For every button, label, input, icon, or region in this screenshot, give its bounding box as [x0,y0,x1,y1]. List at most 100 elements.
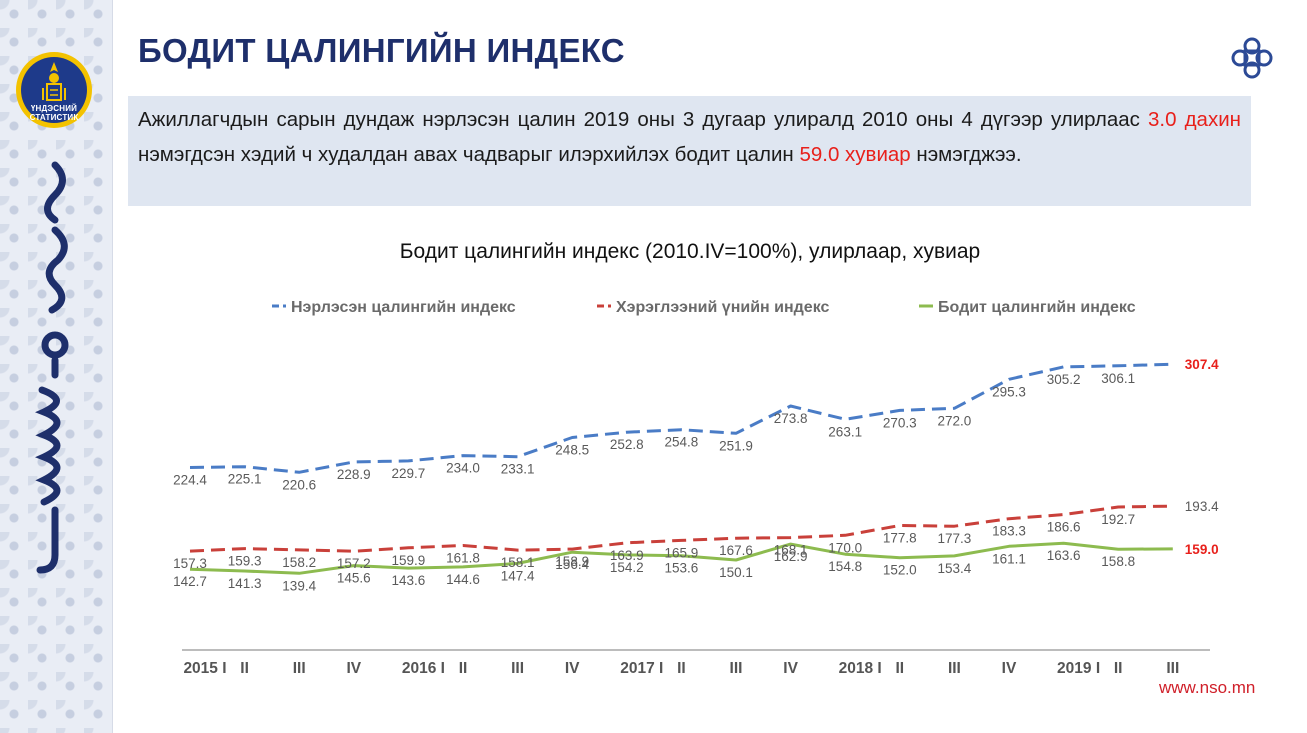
x-tick-label-18: III [1166,660,1179,677]
legend-label-0: Нэрлэсэн цалингийн индекс [291,299,516,316]
x-tick-label-17: II [1114,660,1123,677]
data-label-s2-0: 142.7 [173,574,207,589]
x-tick-label-10: III [730,660,743,677]
data-label-s0-4: 229.7 [392,466,426,481]
data-label-s2-8: 154.2 [610,560,644,575]
summary-highlight-1: 3.0 дахин [1147,108,1241,131]
data-label-s1-10: 167.6 [719,543,753,558]
data-label-s1-13: 177.8 [883,531,917,546]
logo-text-line-1: ҮНДЭСНИЙ [30,104,78,113]
data-label-s2-11: 162.9 [774,549,808,564]
data-label-s2-16: 163.6 [1047,548,1081,563]
data-label-s1-12: 170.0 [828,540,862,555]
data-label-s0-16: 305.2 [1047,372,1081,387]
data-label-s1-18: 193.4 [1185,499,1219,514]
x-tick-label-3: IV [346,660,361,677]
data-label-s2-6: 147.4 [501,568,535,583]
x-tick-label-0: 2015 I [183,660,226,677]
logo-text: ҮНДЭСНИЙ СТАТИСТИК [8,104,100,122]
data-label-s0-18: 307.4 [1185,357,1219,372]
data-label-s2-3: 145.6 [337,571,371,586]
data-label-s0-8: 252.8 [610,437,644,452]
legend-label-2: Бодит цалингийн индекс [938,299,1136,316]
knot-emblem-icon [1231,37,1273,79]
mongolian-script-ornament [35,161,69,574]
x-tick-label-9: II [677,660,686,677]
data-label-s0-13: 270.3 [883,415,917,430]
data-label-s0-2: 220.6 [282,477,316,492]
data-label-s0-9: 254.8 [665,435,699,450]
x-tick-label-15: IV [1002,660,1017,677]
data-label-s0-17: 306.1 [1101,371,1135,386]
data-label-s1-4: 159.9 [392,553,426,568]
summary-part-3: нэмэгджээ. [910,143,1022,166]
x-tick-label-11: IV [783,660,798,677]
series-line-0 [189,362,1173,474]
data-label-s2-14: 153.4 [938,561,972,576]
data-label-s0-11: 273.8 [774,411,808,426]
series-line-1 [189,504,1173,553]
x-tick-label-8: 2017 I [620,660,663,677]
data-label-s2-18: 159.0 [1185,542,1219,557]
data-label-s2-9: 153.6 [665,561,699,576]
data-label-s1-5: 161.8 [446,550,480,565]
x-tick-label-2: III [293,660,306,677]
data-label-s1-6: 158.1 [501,555,535,570]
data-label-s1-9: 165.9 [665,545,699,560]
data-label-s1-11: 168.1 [774,543,808,558]
x-tick-label-5: II [459,660,468,677]
data-label-s1-0: 157.3 [173,556,207,571]
data-label-s1-7: 158.9 [555,554,589,569]
data-label-s2-1: 141.3 [228,576,262,591]
data-label-s1-8: 163.9 [610,548,644,563]
data-label-s2-10: 150.1 [719,565,753,580]
data-label-s0-15: 295.3 [992,384,1026,399]
summary-highlight-2: 59.0 хувиар [799,143,911,166]
data-label-s2-15: 161.1 [992,551,1026,566]
data-label-s0-14: 272.0 [938,413,972,428]
data-label-s2-4: 143.6 [392,573,426,588]
x-tick-label-4: 2016 I [402,660,445,677]
x-tick-label-13: II [895,660,904,677]
legend-label-1: Хэрэглээний үнийн индекс [616,299,829,316]
data-label-s0-6: 233.1 [501,462,535,477]
data-label-s0-3: 228.9 [337,467,371,482]
nso-logo [16,52,92,128]
chart-title: Бодит цалингийн индекс (2010.IV=100%), у… [399,240,981,263]
series-line-2 [189,541,1173,575]
x-tick-label-1: II [240,660,249,677]
data-label-s1-1: 159.3 [228,554,262,569]
summary-box: Ажиллагчдын сарын дундаж нэрлэсэн цалин … [128,96,1251,206]
data-label-s2-2: 139.4 [282,578,316,593]
data-label-s0-1: 225.1 [228,472,262,487]
x-tick-label-6: III [511,660,524,677]
x-tick-label-7: IV [565,660,580,677]
data-label-s0-0: 224.4 [173,473,207,488]
x-tick-label-16: 2019 I [1057,660,1100,677]
data-label-s1-3: 157.2 [337,556,371,571]
data-label-s0-12: 263.1 [828,424,862,439]
summary-part-2: нэмэгдсэн хэдий ч худалдан авах чадварыг… [138,143,800,166]
data-label-s1-16: 186.6 [1047,520,1081,535]
x-tick-label-12: 2018 I [839,660,882,677]
data-label-s1-17: 192.7 [1101,512,1135,527]
data-label-s0-5: 234.0 [446,461,480,476]
decorative-side-band: ҮНДЭСНИЙ СТАТИСТИК [0,0,113,733]
data-label-s1-2: 158.2 [282,555,316,570]
data-label-s2-5: 144.6 [446,572,480,587]
footer-url[interactable]: www.nso.mn [1159,678,1256,697]
data-label-s2-12: 154.8 [828,559,862,574]
summary-text: Ажиллагчдын сарын дундаж нэрлэсэн цалин … [138,102,1241,172]
data-label-s1-14: 177.3 [938,531,972,546]
x-tick-label-14: III [948,660,961,677]
logo-text-line-2: СТАТИСТИК [29,113,79,122]
data-label-s2-17: 158.8 [1101,554,1135,569]
page-title: БОДИТ ЦАЛИНГИЙН ИНДЕКС [138,32,625,69]
data-label-s2-13: 152.0 [883,563,917,578]
data-label-s0-10: 251.9 [719,438,753,453]
data-label-s0-7: 248.5 [555,443,589,458]
summary-part-1: Ажиллагчдын сарын дундаж нэрлэсэн цалин … [138,108,1148,131]
data-label-s1-15: 183.3 [992,524,1026,539]
data-label-s2-7: 156.4 [555,557,589,572]
